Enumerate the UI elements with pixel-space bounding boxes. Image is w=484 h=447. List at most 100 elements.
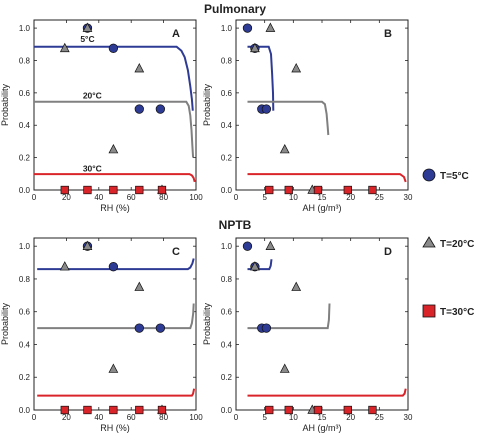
data-point-triangle	[279, 363, 290, 373]
legend-label-30c: T=30°C	[440, 307, 474, 318]
y-tick-label: 0.2	[221, 373, 233, 382]
data-point-square	[157, 185, 167, 195]
fit-curve-t-20-c	[247, 303, 331, 330]
legend-label-20c: T=20°C	[440, 239, 474, 250]
data-point-square	[135, 405, 144, 415]
pulmonary-title: Pulmonary	[204, 2, 266, 16]
x-tick-label: 0	[32, 193, 37, 202]
x-tick-label: 0	[32, 413, 37, 422]
data-point-square	[157, 405, 167, 415]
y-axis-label: Probability	[0, 302, 10, 345]
legend-label-5c: T=5°C	[440, 171, 469, 182]
data-point-square	[135, 185, 144, 195]
x-tick-label: 40	[94, 193, 103, 202]
fit-curve-t-30-c	[34, 173, 196, 183]
x-tick-label: 80	[159, 413, 168, 422]
x-tick-label: 20	[62, 413, 71, 422]
y-tick-label: 0.0	[221, 186, 233, 195]
x-tick-label: 30	[404, 193, 413, 202]
curve-label: 20°C	[83, 91, 102, 101]
panel-d-ah-nptb: 0 5 10 15 20 25 30 0.0 0.2 0.4 0.6 0.8 1.0 AH (g/m³) P…	[202, 237, 413, 433]
y-tick-label: 0.6	[221, 89, 233, 98]
data-point-circle	[261, 323, 272, 333]
y-tick-label: 0.8	[19, 275, 31, 284]
x-axis-label: RH (%)	[100, 423, 130, 433]
fit-curve-t-5-c	[37, 258, 195, 271]
y-tick-label: 0.8	[221, 56, 233, 65]
y-tick-label: 0.6	[19, 89, 31, 98]
data-point-square	[60, 185, 69, 195]
x-tick-label: 10	[289, 413, 298, 422]
x-axis-label: AH (g/m³)	[303, 423, 342, 433]
legend-triangle-marker	[422, 236, 436, 248]
x-tick-label: 25	[375, 193, 384, 202]
data-point-circle	[261, 104, 272, 114]
legend-item-5c: T=5°C	[422, 168, 469, 182]
data-point-triangle	[59, 42, 70, 53]
data-point-triangle	[279, 143, 290, 154]
x-tick-label: 5	[262, 193, 267, 202]
x-tick-label: 15	[318, 193, 327, 202]
y-tick-label: 1.0	[19, 24, 31, 33]
curve-label: 30°C	[83, 163, 102, 173]
data-point-circle	[108, 262, 119, 272]
data-point-circle	[134, 104, 144, 114]
data-point-square	[343, 405, 352, 415]
y-axis-label: Probability	[0, 83, 10, 126]
x-tick-label: 80	[159, 193, 168, 202]
y-tick-label: 0.2	[19, 373, 31, 382]
curve-label: 5°C	[80, 34, 94, 44]
data-point-square	[60, 405, 69, 415]
data-point-triangle	[265, 240, 276, 250]
legend: T=5°C T=20°C T=30°C	[422, 168, 474, 318]
legend-circle-marker	[422, 168, 436, 182]
y-tick-label: 1.0	[19, 242, 31, 251]
data-point-square	[109, 185, 118, 195]
fit-curve-t-20-c	[34, 100, 195, 158]
data-point-square	[284, 405, 293, 415]
x-tick-label: 20	[346, 413, 355, 422]
fit-curve-t-30-c	[247, 388, 407, 397]
data-point-square	[83, 405, 92, 415]
data-point-triangle	[134, 281, 145, 291]
y-tick-label: 0.0	[19, 186, 31, 195]
y-tick-label: 0.2	[19, 154, 31, 163]
data-point-triangle	[250, 261, 260, 271]
x-tick-label: 5	[262, 413, 267, 422]
panel-c-rh-nptb: 0 20 40 60 80 100 0.0 0.2 0.4 0.6 0.8 1.0 RH (%) Prob…	[0, 237, 203, 433]
legend-item-20c: T=20°C	[422, 236, 474, 250]
data-point-square	[83, 185, 92, 195]
data-point-square	[284, 185, 293, 195]
data-point-triangle	[134, 63, 145, 73]
y-axis-label: Probability	[202, 302, 212, 345]
data-point-square	[368, 405, 377, 415]
x-tick-label: 15	[318, 413, 327, 422]
data-point-square	[368, 185, 377, 195]
y-tick-label: 0.4	[19, 340, 31, 349]
fit-curve-t-30-c	[247, 173, 407, 183]
x-tick-label: 100	[189, 413, 203, 422]
data-point-triangle	[59, 261, 70, 271]
fit-curve-t-30-c	[37, 388, 196, 397]
x-axis-label: AH (g/m³)	[303, 203, 342, 213]
x-tick-label: 30	[404, 413, 413, 422]
data-point-circle	[108, 43, 119, 53]
x-tick-label: 20	[346, 193, 355, 202]
y-tick-label: 0.0	[19, 406, 31, 415]
data-point-triangle	[108, 143, 119, 154]
data-point-circle	[242, 241, 253, 251]
panel-a-rh-pulmonary: 0 20 40 60 80 100 0.0 0.2 0.4 0.6 0.8 1.0 RH (%) Prob…	[0, 19, 203, 213]
panel-letter: A	[172, 28, 180, 40]
legend-item-30c: T=30°C	[422, 304, 474, 318]
y-tick-label: 0.8	[19, 56, 31, 65]
nptb-title: NPTB	[219, 218, 252, 232]
data-point-square	[313, 185, 323, 195]
panel-letter: C	[172, 246, 180, 258]
data-point-triangle	[291, 281, 302, 291]
data-point-circle	[134, 323, 144, 333]
data-point-triangle	[250, 42, 260, 53]
data-point-triangle	[265, 22, 276, 32]
x-tick-label: 40	[94, 413, 103, 422]
fit-curve-t-5-c	[34, 45, 194, 111]
